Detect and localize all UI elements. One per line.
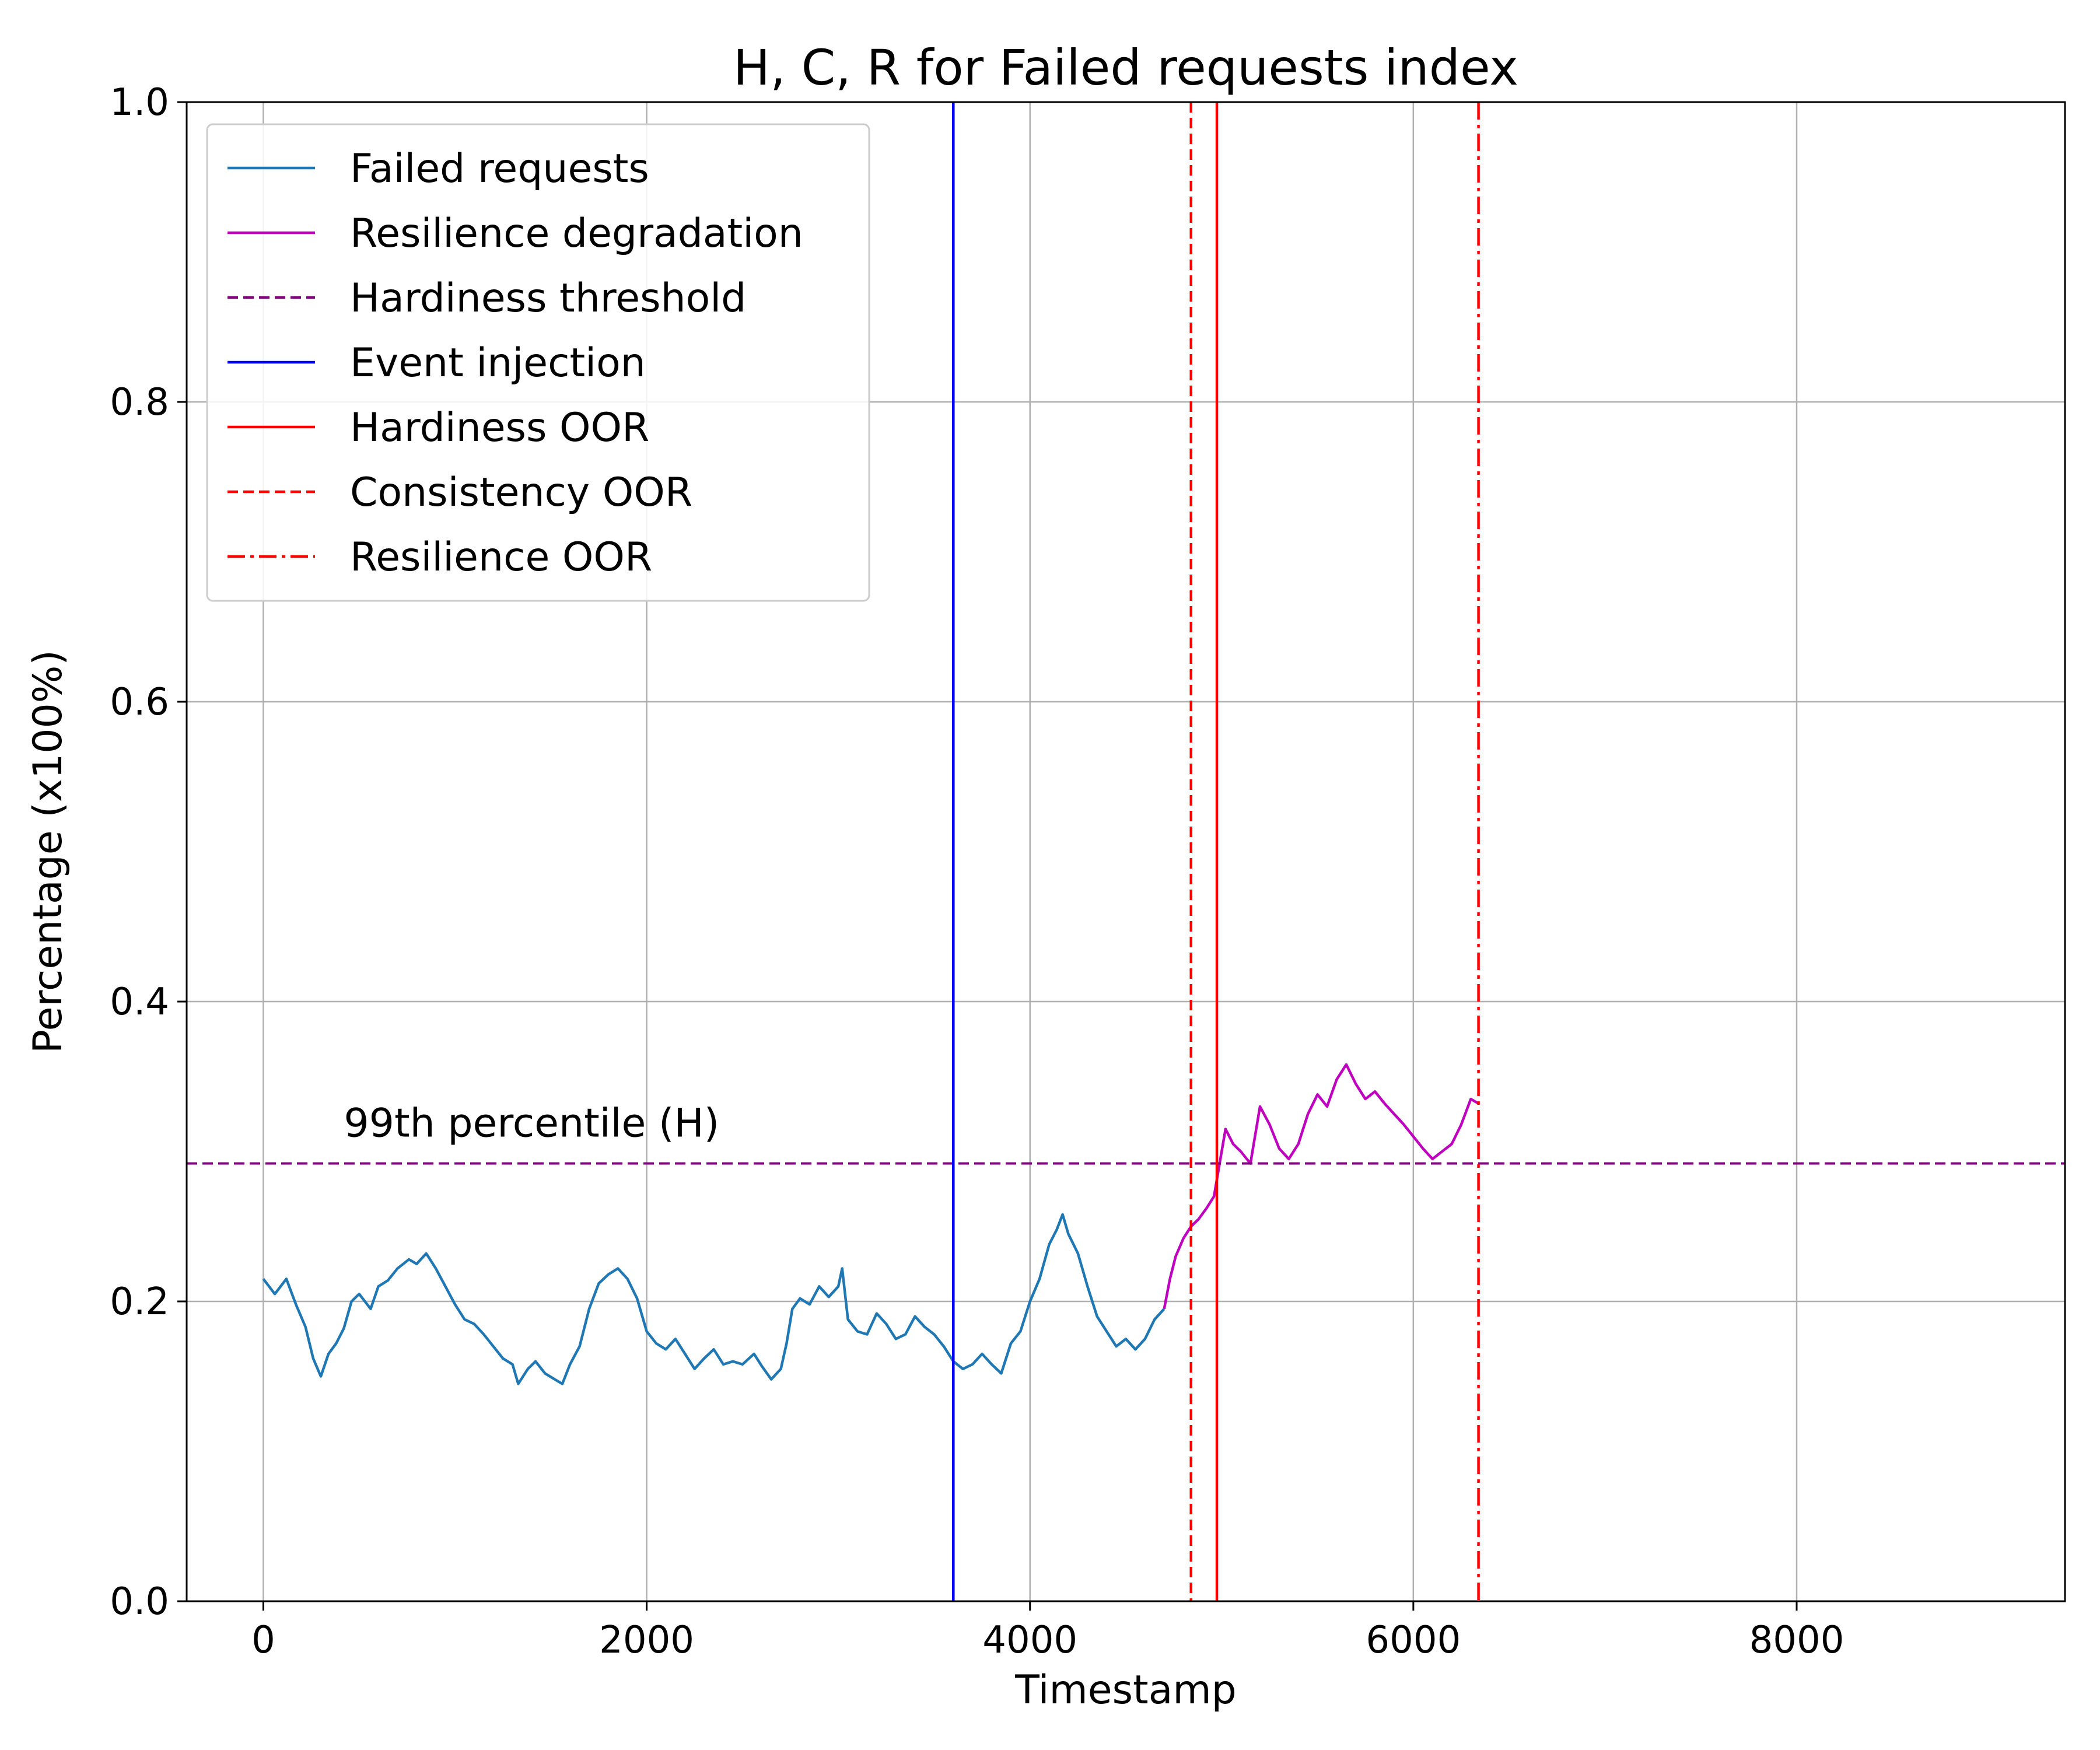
legend-label: Hardiness threshold xyxy=(350,275,746,321)
chart-title: H, C, R for Failed requests index xyxy=(733,39,1518,96)
legend-label: Failed requests xyxy=(350,146,649,192)
x-tick-label: 2000 xyxy=(599,1619,694,1662)
x-axis-label: Timestamp xyxy=(1014,1667,1237,1713)
x-tick-label: 4000 xyxy=(982,1619,1077,1662)
percentile-annotation: 99th percentile (H) xyxy=(344,1100,719,1146)
y-tick-label: 0.4 xyxy=(110,981,169,1024)
y-tick-label: 0.0 xyxy=(110,1580,169,1623)
y-tick-label: 0.2 xyxy=(110,1280,169,1324)
x-tick-label: 0 xyxy=(251,1619,275,1662)
legend-label: Resilience OOR xyxy=(350,534,652,580)
axes-frame xyxy=(186,101,2066,1602)
legend: Failed requests Resilience degradation Har… xyxy=(206,123,870,602)
annotations: 99th percentile (H) xyxy=(344,1100,719,1146)
x-tick-label: 6000 xyxy=(1366,1619,1461,1662)
ticks: 0 2000 4000 6000 8000 0.0 0.2 0.4 0.6 0.8 1.0 xyxy=(110,81,1844,1662)
y-tick-label: 1.0 xyxy=(110,81,169,124)
series-line-2 xyxy=(1163,1063,1479,1310)
legend-label: Resilience degradation xyxy=(350,211,803,257)
y-tick-label: 0.6 xyxy=(110,681,169,724)
y-tick-label: 0.8 xyxy=(110,381,169,424)
legend-label: Event injection xyxy=(350,340,646,386)
series-line-1 xyxy=(262,1213,1166,1385)
legend-label: Hardiness OOR xyxy=(350,405,649,451)
x-tick-label: 8000 xyxy=(1749,1619,1845,1662)
legend-label: Consistency OOR xyxy=(350,470,692,516)
plot-area xyxy=(187,102,2065,1601)
legend-box xyxy=(206,123,870,602)
y-axis-label: Percentage (x100%) xyxy=(25,650,71,1054)
